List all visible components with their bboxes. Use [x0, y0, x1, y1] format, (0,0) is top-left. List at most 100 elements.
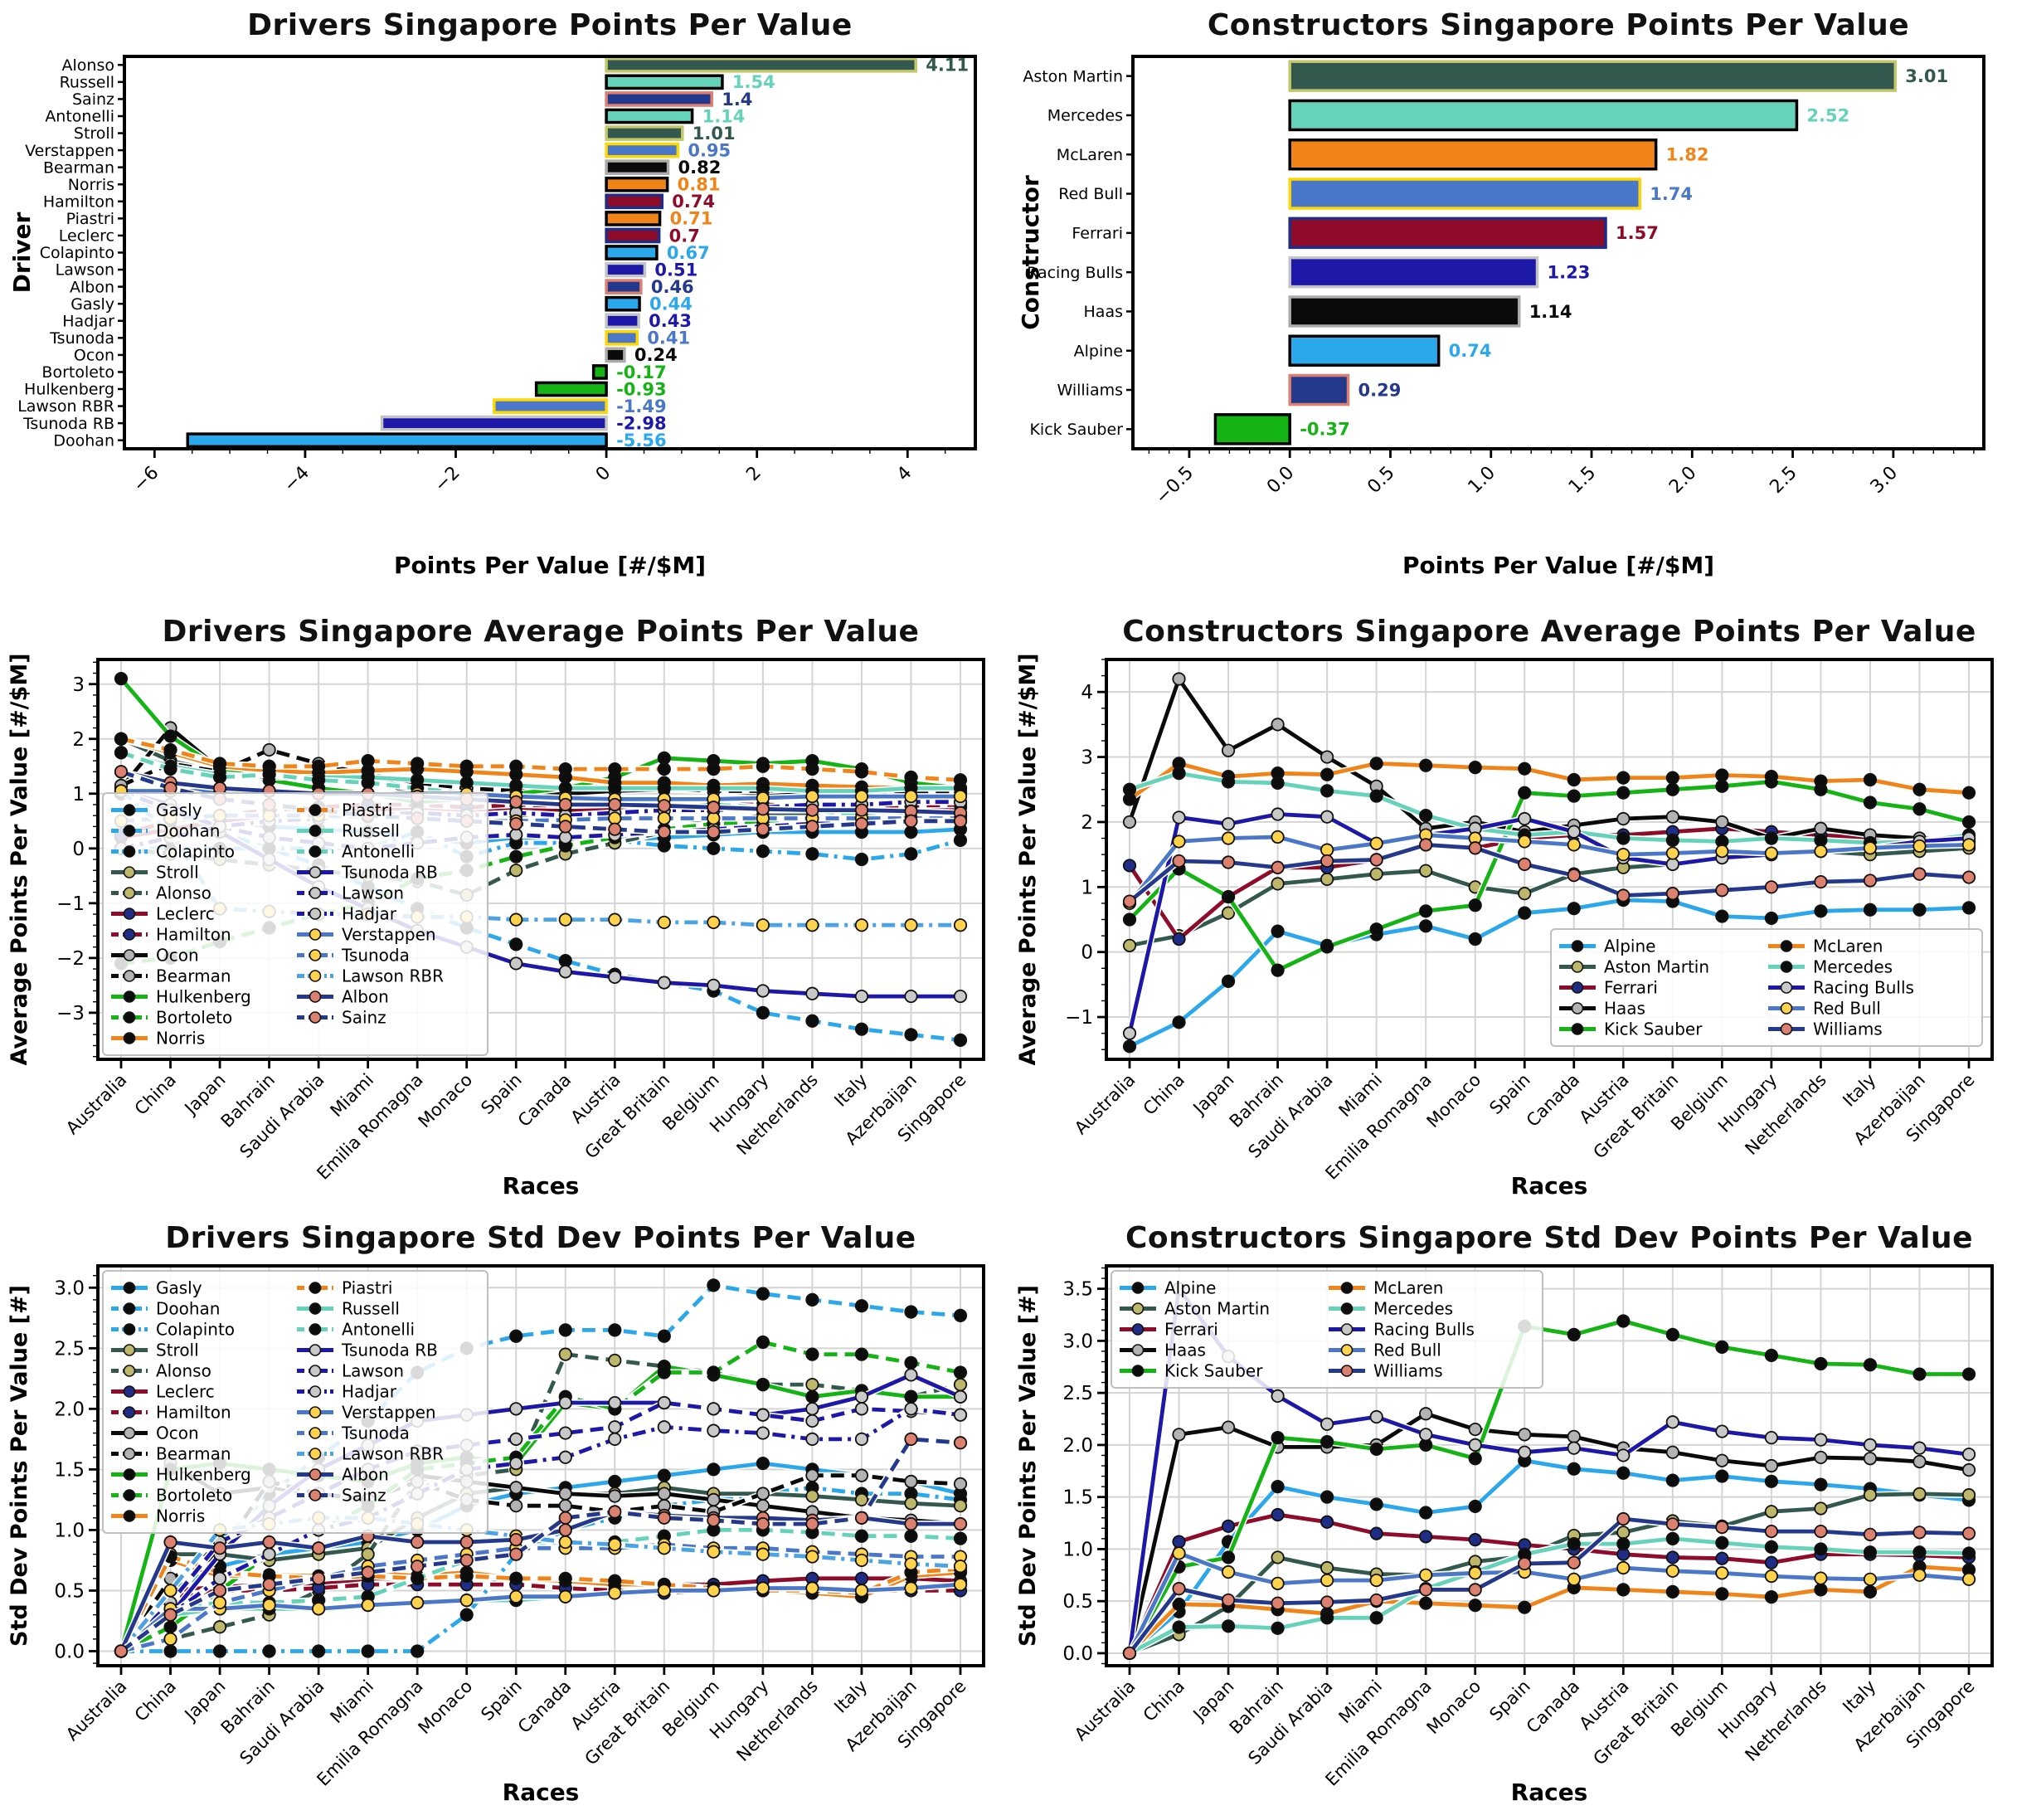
svg-text:1.01: 1.01 [693, 124, 736, 144]
svg-text:Hamilton: Hamilton [156, 925, 231, 945]
svg-text:Norris: Norris [156, 1029, 205, 1049]
svg-text:0.29: 0.29 [1358, 380, 1402, 400]
svg-text:McLaren: McLaren [1813, 937, 1883, 956]
svg-text:Great Britain: Great Britain [1589, 1070, 1682, 1163]
svg-text:McLaren: McLaren [1373, 1278, 1443, 1298]
drivers-std-title: Drivers Singapore Std Dev Points Per Val… [165, 1221, 916, 1255]
svg-text:0.82: 0.82 [678, 158, 722, 178]
svg-text:Williams: Williams [1057, 382, 1123, 400]
svg-text:Spain: Spain [477, 1070, 525, 1118]
panel-drivers-bar: Drivers Singapore Points Per Value 4.11 A… [0, 0, 1008, 606]
svg-text:Colapinto: Colapinto [40, 244, 114, 262]
svg-text:Canada: Canada [1523, 1676, 1583, 1737]
svg-text:Kick Sauber: Kick Sauber [1029, 421, 1123, 439]
svg-text:1.82: 1.82 [1666, 145, 1709, 165]
svg-text:Races: Races [503, 1172, 580, 1200]
drivers-avg-title: Drivers Singapore Average Points Per Val… [162, 615, 920, 649]
svg-text:0.5: 0.5 [1363, 463, 1398, 498]
svg-text:Doohan: Doohan [156, 1299, 220, 1319]
svg-text:Haas: Haas [1604, 999, 1645, 1019]
svg-text:Alonso: Alonso [156, 883, 211, 903]
svg-text:Hadjar: Hadjar [342, 904, 397, 924]
drivers-avg-line-chart: GaslyDoohanColapintoStrollAlonsoLeclercH… [7, 653, 985, 1200]
svg-text:Great Britain: Great Britain [1589, 1676, 1682, 1769]
svg-text:-2.98: -2.98 [616, 414, 667, 434]
svg-text:Tsunoda RB: Tsunoda RB [341, 1341, 438, 1360]
svg-text:Hadjar: Hadjar [342, 1382, 397, 1402]
svg-text:3.01: 3.01 [1905, 66, 1948, 86]
svg-text:3: 3 [1081, 747, 1093, 769]
svg-text:2.0: 2.0 [54, 1399, 85, 1420]
svg-text:4: 4 [1081, 682, 1093, 703]
svg-text:Points Per Value [#/$M]: Points Per Value [#/$M] [394, 552, 706, 579]
svg-text:Ferrari: Ferrari [1604, 978, 1658, 998]
svg-text:Verstappen: Verstappen [342, 925, 436, 945]
svg-text:Tsunoda: Tsunoda [341, 946, 410, 966]
svg-text:Monaco: Monaco [415, 1676, 477, 1739]
svg-text:Leclerc: Leclerc [156, 1382, 215, 1402]
svg-text:Alonso: Alonso [62, 56, 114, 75]
svg-text:-1.49: -1.49 [616, 397, 667, 416]
svg-text:0.0: 0.0 [1062, 1643, 1093, 1665]
svg-text:Leclerc: Leclerc [59, 227, 114, 246]
svg-text:Italy: Italy [830, 1676, 871, 1717]
svg-text:Lawson: Lawson [342, 1361, 404, 1381]
svg-text:0.67: 0.67 [667, 243, 710, 263]
svg-text:Spain: Spain [1485, 1070, 1533, 1118]
svg-text:0.43: 0.43 [649, 311, 692, 331]
svg-text:−1: −1 [1065, 1007, 1093, 1029]
svg-text:Ferrari: Ferrari [1072, 225, 1123, 243]
svg-text:China: China [1140, 1676, 1188, 1725]
svg-text:Albon: Albon [342, 987, 389, 1007]
svg-text:Italy: Italy [1839, 1676, 1879, 1717]
svg-text:0.44: 0.44 [649, 294, 693, 314]
svg-text:1.4: 1.4 [722, 90, 752, 109]
svg-text:Williams: Williams [1813, 1019, 1883, 1039]
svg-text:China: China [131, 1676, 180, 1725]
svg-text:Sainz: Sainz [342, 1008, 386, 1028]
svg-text:Russell: Russell [342, 821, 400, 841]
svg-text:−6: −6 [129, 463, 163, 497]
svg-text:Australia: Australia [1071, 1676, 1140, 1745]
svg-text:Mercedes: Mercedes [1813, 957, 1893, 977]
svg-text:Races: Races [503, 1779, 580, 1806]
svg-text:1.54: 1.54 [732, 72, 775, 92]
svg-text:Ocon: Ocon [156, 946, 199, 966]
panel-constructors-avg: Constructors Singapore Average Points Pe… [1008, 606, 2017, 1213]
svg-text:Average Points Per Value [#/$M: Average Points Per Value [#/$M] [7, 653, 32, 1065]
svg-text:Racing Bulls: Racing Bulls [1027, 264, 1123, 282]
svg-text:Norris: Norris [156, 1506, 205, 1526]
svg-text:Antonelli: Antonelli [342, 1320, 415, 1340]
svg-text:1: 1 [72, 784, 85, 805]
svg-text:Norris: Norris [68, 176, 114, 194]
svg-text:Russell: Russell [342, 1299, 400, 1319]
svg-text:Aston Martin: Aston Martin [1164, 1299, 1270, 1319]
svg-text:0: 0 [592, 463, 615, 486]
svg-text:3.0: 3.0 [1062, 1331, 1093, 1352]
svg-text:Australia: Australia [62, 1676, 131, 1745]
svg-text:Doohan: Doohan [53, 431, 114, 450]
svg-text:Racing Bulls: Racing Bulls [1813, 978, 1914, 998]
drivers-bar-title: Drivers Singapore Points Per Value [247, 8, 853, 42]
svg-text:Std Dev Points Per Value [#]: Std Dev Points Per Value [#] [1015, 1285, 1041, 1647]
svg-text:Canada: Canada [514, 1070, 575, 1131]
svg-text:Aston Martin: Aston Martin [1023, 67, 1123, 85]
svg-text:Kick Sauber: Kick Sauber [1604, 1019, 1703, 1039]
svg-text:2.5: 2.5 [1766, 463, 1801, 498]
constructors-bar-chart: 3.01 Aston Martin 2.52 Mercedes 1.82 McLaren 1… [1017, 55, 1985, 579]
svg-text:2.0: 2.0 [1062, 1435, 1093, 1457]
svg-text:Monaco: Monaco [1423, 1070, 1485, 1132]
svg-text:Races: Races [1511, 1172, 1588, 1200]
svg-text:2.5: 2.5 [1062, 1383, 1093, 1404]
svg-text:-0.93: -0.93 [616, 379, 667, 399]
svg-text:Races: Races [1511, 1779, 1588, 1806]
svg-text:Driver: Driver [8, 212, 36, 293]
svg-text:Bortoleto: Bortoleto [156, 1486, 232, 1506]
svg-text:McLaren: McLaren [1057, 146, 1123, 164]
svg-text:Alpine: Alpine [1604, 937, 1655, 956]
svg-text:Gasly: Gasly [70, 295, 114, 314]
svg-text:Lawson: Lawson [56, 261, 114, 280]
svg-text:1.0: 1.0 [1465, 463, 1499, 498]
